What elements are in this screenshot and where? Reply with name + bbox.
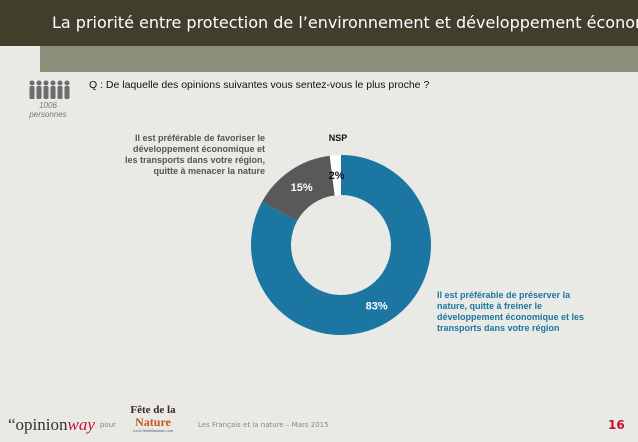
logo-line: Fête de la [130,404,176,416]
donut-slice [329,155,341,196]
value-label: 15% [291,182,313,194]
question: Q : De laquelle des opinions suivantes v… [89,79,430,91]
category-label: Il est préférable de favoriser le dévelo… [124,133,265,176]
category-label: Il est préférable de préserver la nature… [437,290,585,333]
category-label: NSP [328,133,348,143]
donut-slice [251,155,431,335]
logo-url: www.fetedelanature.com [133,428,173,433]
sample-unit: personnes [29,110,67,119]
subtitle-strip [40,46,638,72]
slide-title: La priorité entre protection de l’enviro… [52,13,638,32]
brand: “opinionway [8,415,95,435]
for-label: pour [100,421,117,429]
brand-part: way [67,415,95,434]
sample-count: 1006 [39,101,57,110]
brand-part: “opinion [8,415,68,434]
people-icon [29,80,70,99]
logo: Fête de la Nature www.fetedelanature.com [122,404,184,434]
title-banner [0,0,638,46]
value-label: 2% [329,170,345,182]
page-number: 16 [608,418,625,432]
value-label: 83% [366,300,388,312]
source: Les Français et la nature – Mars 2015 [198,421,329,429]
donut-slice [262,155,335,221]
logo-line: Nature [135,415,171,429]
